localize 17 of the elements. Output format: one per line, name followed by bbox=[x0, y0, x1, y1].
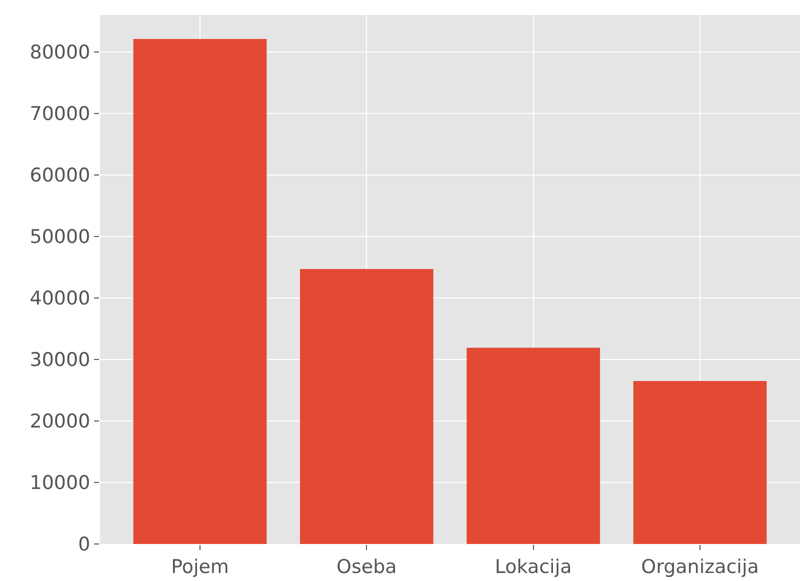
y-tick-label: 0 bbox=[78, 534, 90, 556]
y-tick-label: 10000 bbox=[30, 472, 90, 494]
x-tick-label: Lokacija bbox=[494, 556, 572, 578]
y-tick-label: 30000 bbox=[30, 349, 90, 372]
x-tick-label: Oseba bbox=[336, 556, 397, 578]
bar bbox=[133, 38, 267, 544]
y-tick-label: 80000 bbox=[30, 42, 90, 64]
bar bbox=[633, 380, 767, 544]
y-tick-label: 40000 bbox=[30, 288, 90, 310]
y-tick-label: 70000 bbox=[30, 103, 90, 126]
y-tick-label: 20000 bbox=[30, 410, 90, 433]
x-tick-label: Organizacija bbox=[641, 556, 759, 578]
bar bbox=[300, 269, 434, 544]
bar bbox=[466, 348, 600, 544]
y-tick-label: 50000 bbox=[30, 226, 90, 248]
y-tick-label: 60000 bbox=[30, 164, 90, 187]
x-tick-label: Pojem bbox=[171, 556, 229, 578]
